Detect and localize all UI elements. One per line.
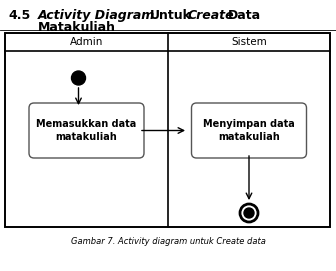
Text: Create: Create bbox=[188, 9, 235, 22]
Text: Memasukkan data
matakuliah: Memasukkan data matakuliah bbox=[36, 119, 137, 142]
Text: Gambar 7. Activity diagram untuk Create data: Gambar 7. Activity diagram untuk Create … bbox=[71, 237, 265, 246]
Text: Activity Diagram: Activity Diagram bbox=[38, 9, 155, 22]
Text: 4.5: 4.5 bbox=[8, 9, 30, 22]
Circle shape bbox=[72, 71, 85, 85]
Circle shape bbox=[244, 208, 254, 218]
Text: Admin: Admin bbox=[70, 37, 103, 47]
Text: Menyimpan data
matakuliah: Menyimpan data matakuliah bbox=[203, 119, 295, 142]
Text: Data: Data bbox=[228, 9, 261, 22]
Text: Sistem: Sistem bbox=[231, 37, 267, 47]
Text: Untuk: Untuk bbox=[150, 9, 192, 22]
Circle shape bbox=[240, 204, 258, 222]
Bar bbox=[5, 33, 330, 227]
FancyBboxPatch shape bbox=[192, 103, 306, 158]
FancyBboxPatch shape bbox=[29, 103, 144, 158]
Text: Matakuliah: Matakuliah bbox=[38, 21, 116, 34]
